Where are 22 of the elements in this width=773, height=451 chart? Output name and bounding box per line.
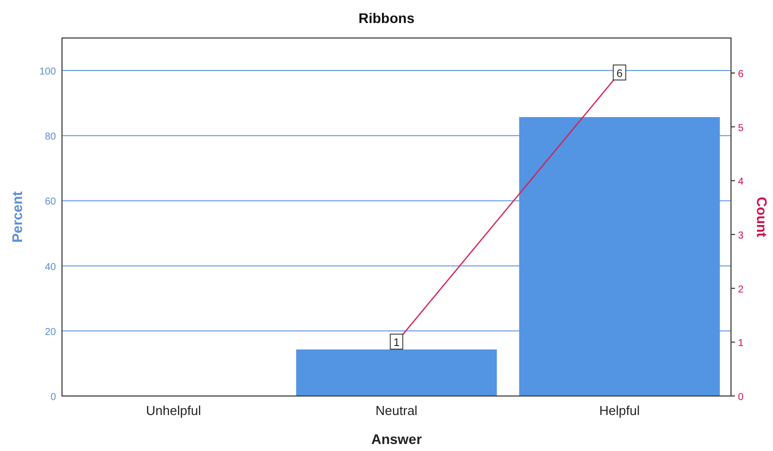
y2-tick-label: 1 bbox=[738, 338, 744, 350]
y-tick-label: 20 bbox=[44, 326, 56, 338]
y-tick-label: 100 bbox=[39, 66, 56, 78]
x-tick-label: Neutral bbox=[376, 403, 418, 418]
y2-tick-label: 4 bbox=[738, 176, 744, 188]
y-tick-label: 0 bbox=[50, 392, 56, 403]
y2-tick-label: 3 bbox=[738, 230, 744, 242]
y-axis-title: Percent bbox=[9, 190, 25, 243]
y2-axis-title: Count bbox=[754, 196, 770, 238]
y-tick-label: 60 bbox=[44, 196, 56, 208]
y2-tick-label: 5 bbox=[738, 122, 744, 134]
y-tick-label: 80 bbox=[44, 132, 56, 143]
y2-tick-label: 0 bbox=[738, 392, 744, 403]
x-tick-label: Unhelpful bbox=[146, 403, 202, 418]
x-axis-title: Answer bbox=[371, 431, 422, 447]
data-label: 6 bbox=[616, 68, 623, 80]
y2-tick-label: 2 bbox=[738, 284, 744, 296]
data-label: 1 bbox=[393, 337, 400, 350]
x-tick-label: Helpful bbox=[599, 403, 640, 418]
chart-title: Ribbons bbox=[358, 10, 415, 26]
y2-tick-label: 6 bbox=[738, 68, 744, 80]
y-tick-label: 40 bbox=[44, 262, 56, 273]
